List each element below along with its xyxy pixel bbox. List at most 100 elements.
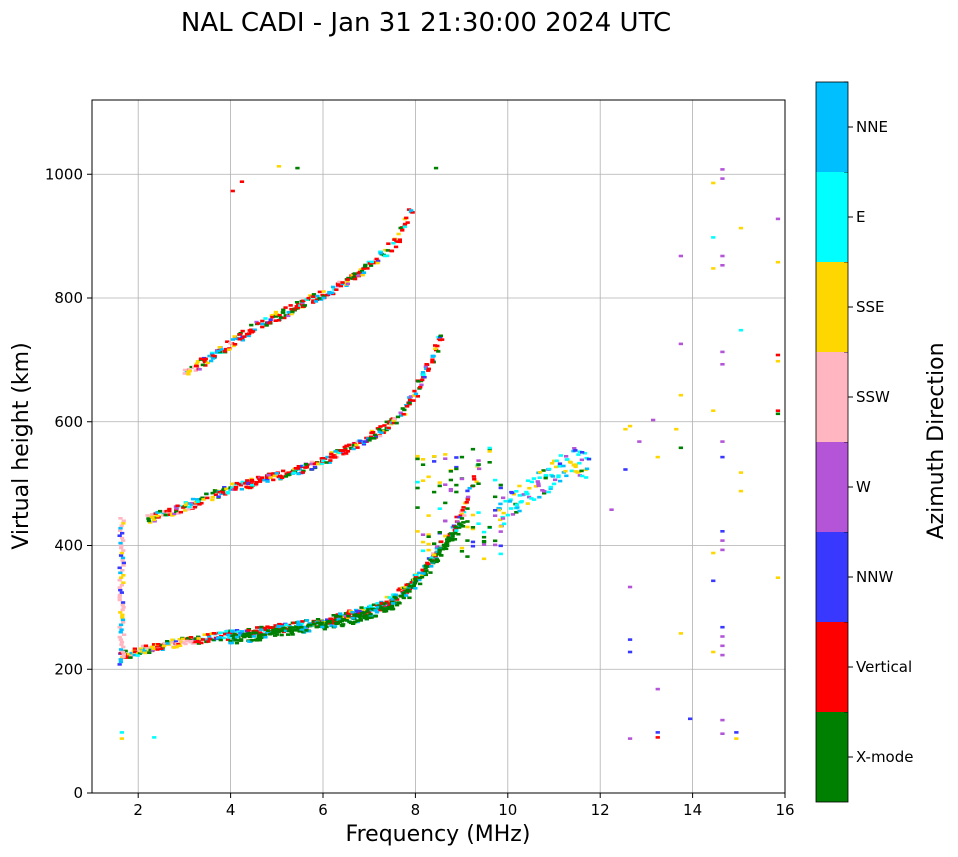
echo-point <box>502 522 507 526</box>
echo-point <box>183 509 188 512</box>
echo-point <box>503 499 508 503</box>
echo-point <box>185 502 190 505</box>
echo-point <box>368 612 373 616</box>
echo-point <box>355 446 360 449</box>
echo-point <box>373 615 378 618</box>
echo-point <box>289 312 294 316</box>
echo-point <box>465 489 470 493</box>
echo-point <box>435 545 440 548</box>
echo-point <box>383 248 388 252</box>
echo-point <box>391 421 396 425</box>
echo-point <box>118 517 123 520</box>
echo-point <box>433 347 438 350</box>
echo-point <box>352 442 357 445</box>
echo-point <box>368 437 373 440</box>
echo-point <box>446 539 451 543</box>
echo-point <box>302 304 307 307</box>
echo-point <box>189 639 194 643</box>
echo-point <box>437 484 442 488</box>
echo-point <box>262 626 268 630</box>
echo-point <box>374 610 380 614</box>
echo-point <box>190 497 196 501</box>
echo-point <box>353 620 358 624</box>
echo-point <box>389 249 394 253</box>
echo-point <box>296 465 301 468</box>
echo-point <box>117 586 122 589</box>
echo-point <box>738 471 744 474</box>
echo-point <box>304 629 309 632</box>
echo-point <box>437 531 442 534</box>
echo-point <box>265 476 271 479</box>
echo-point <box>430 360 435 364</box>
echo-point <box>117 534 122 537</box>
echo-point <box>121 606 126 609</box>
echo-point <box>128 656 133 659</box>
echo-point <box>384 600 389 604</box>
echo-point <box>119 583 124 587</box>
echo-point <box>537 495 542 499</box>
echo-point <box>164 509 169 513</box>
echo-point <box>193 369 198 372</box>
echo-point <box>432 542 437 545</box>
echo-point <box>382 602 387 605</box>
echo-point <box>423 365 428 368</box>
echo-point <box>678 632 683 635</box>
echo-point <box>389 604 395 608</box>
echo-point <box>399 595 404 598</box>
echo-point <box>257 480 263 483</box>
echo-point <box>517 484 522 488</box>
echo-point <box>273 624 278 627</box>
echo-point <box>370 607 375 611</box>
echo-point <box>286 311 291 314</box>
echo-point <box>300 464 305 468</box>
echo-point <box>529 480 534 484</box>
echo-point <box>444 543 450 547</box>
echo-point <box>258 628 264 632</box>
echo-point <box>720 440 725 443</box>
echo-point <box>132 647 137 651</box>
echo-point <box>291 471 297 475</box>
echo-point <box>151 518 157 522</box>
echo-point <box>368 264 374 267</box>
echo-point <box>327 461 332 464</box>
echo-point <box>142 649 147 653</box>
echo-point <box>575 471 580 474</box>
echo-point <box>156 643 161 646</box>
echo-point <box>393 596 398 600</box>
echo-point <box>580 451 585 454</box>
echo-point <box>336 618 341 621</box>
echo-point <box>234 641 240 645</box>
echo-point <box>517 494 522 497</box>
echo-point <box>430 358 435 361</box>
echo-point <box>354 610 360 613</box>
echo-point <box>182 368 188 372</box>
echo-point <box>434 558 439 561</box>
colorbar-tick-label: SSW <box>856 388 890 406</box>
echo-point <box>623 468 628 471</box>
echo-point <box>230 338 236 341</box>
echo-point <box>121 519 126 523</box>
echo-point <box>121 561 126 565</box>
echo-point <box>498 502 503 506</box>
echo-point <box>481 540 487 544</box>
echo-point <box>249 330 254 334</box>
echo-point <box>401 596 406 600</box>
echo-point <box>221 636 226 640</box>
echo-point <box>229 482 235 486</box>
echo-point <box>266 473 271 477</box>
echo-point <box>459 517 465 520</box>
echo-point <box>384 595 389 599</box>
echo-point <box>413 576 419 579</box>
echo-point <box>311 295 316 298</box>
echo-point <box>340 618 346 621</box>
echo-point <box>117 578 122 582</box>
echo-point <box>465 498 470 501</box>
x-tick-label: 8 <box>411 801 421 819</box>
echo-point <box>448 532 453 535</box>
echo-point <box>182 372 187 375</box>
echo-point <box>418 576 423 580</box>
echo-point <box>407 587 413 591</box>
echo-point <box>329 451 334 454</box>
echo-point <box>199 641 204 645</box>
echo-point <box>170 638 175 642</box>
